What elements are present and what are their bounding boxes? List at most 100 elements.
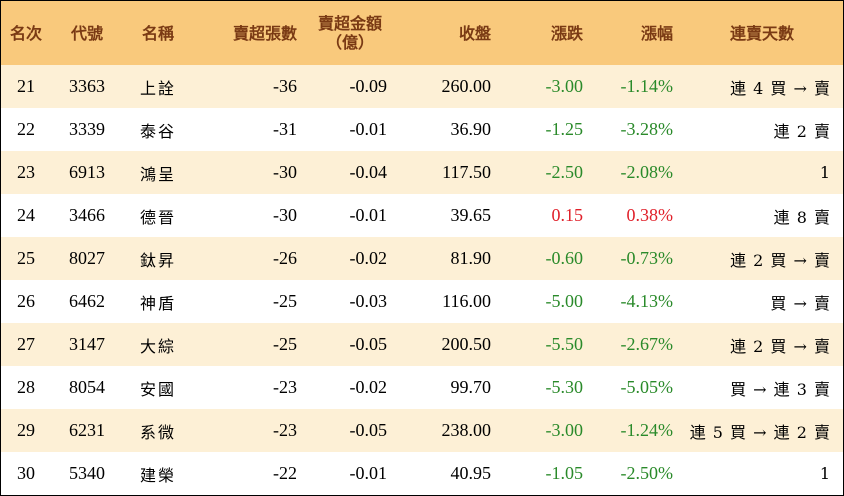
- table-row: 25 8027 鈦昇 -26 -0.02 81.90 -0.60 -0.73% 連 2 買 → …: [1, 237, 843, 280]
- cell-close: 40.95: [450, 463, 492, 483]
- cell-name: 上詮: [139, 78, 176, 98]
- cell-change-pct: 0.38%: [626, 205, 674, 225]
- cell-code: 5340: [69, 463, 105, 483]
- cell-close: 36.90: [450, 119, 492, 139]
- cell-close: 81.90: [450, 248, 492, 268]
- table-row: 29 6231 系微 -23 -0.05 238.00 -3.00 -1.24% 連 5 買 →…: [1, 409, 843, 452]
- cell-close: 39.65: [450, 205, 492, 225]
- cell-close: 117.50: [442, 162, 491, 182]
- cell-net-sell-amount: -0.02: [349, 248, 388, 268]
- cell-change: -0.60: [545, 248, 584, 268]
- table-header: 名次 代號 名稱 賣超張數 賣超金額 （億） 收盤 漲跌 漲幅 連賣天數: [1, 1, 843, 65]
- cell-name: 泰谷: [139, 121, 176, 141]
- cell-code: 3147: [69, 334, 105, 354]
- table-body: 21 3363 上詮 -36 -0.09 260.00 -3.00 -1.14% 連 4 買 →…: [1, 65, 843, 495]
- cell-streak: 連 2 賣: [773, 121, 831, 141]
- table-row: 30 5340 建榮 -22 -0.01 40.95 -1.05 -2.50% 1: [1, 452, 843, 495]
- cell-code: 8054: [69, 377, 105, 397]
- cell-change-pct: -2.08%: [620, 162, 674, 182]
- cell-rank: 22: [17, 119, 35, 139]
- cell-code: 6231: [69, 420, 105, 440]
- header-net-sell-amount: 賣超金額 （億）: [305, 1, 395, 65]
- header-change-pct: 漲幅: [640, 23, 673, 43]
- cell-net-sell-amount: -0.01: [349, 119, 388, 139]
- cell-net-sell-amount: -0.01: [349, 463, 388, 483]
- cell-name: 安國: [139, 379, 176, 399]
- cell-streak: 連 8 賣: [773, 207, 831, 227]
- header-rank: 名次: [9, 23, 42, 43]
- header-net-sell-lots: 賣超張數: [232, 23, 297, 43]
- cell-net-sell-amount: -0.01: [349, 205, 388, 225]
- cell-change: -5.50: [545, 334, 584, 354]
- cell-change-pct: -2.50%: [620, 463, 674, 483]
- cell-change: -1.25: [545, 119, 584, 139]
- cell-code: 8027: [69, 248, 105, 268]
- cell-streak: 連 2 買 → 賣: [730, 336, 831, 356]
- cell-net-sell-amount: -0.02: [349, 377, 388, 397]
- cell-net-sell-amount: -0.03: [349, 291, 388, 311]
- table-row: 26 6462 神盾 -25 -0.03 116.00 -5.00 -4.13% 買 → 賣: [1, 280, 843, 323]
- header-net-sell-amount-unit: （億）: [325, 33, 374, 52]
- cell-net-sell-lots: -22: [273, 463, 297, 483]
- table-row: 21 3363 上詮 -36 -0.09 260.00 -3.00 -1.14% 連 4 買 →…: [1, 65, 843, 108]
- cell-net-sell-amount: -0.04: [349, 162, 388, 182]
- cell-rank: 27: [17, 334, 35, 354]
- cell-net-sell-amount: -0.09: [349, 76, 388, 96]
- cell-name: 建榮: [139, 465, 176, 485]
- cell-code: 3363: [69, 76, 105, 96]
- cell-rank: 23: [17, 162, 35, 182]
- cell-net-sell-lots: -23: [273, 420, 297, 440]
- cell-change-pct: -1.14%: [620, 76, 674, 96]
- cell-rank: 24: [17, 205, 35, 225]
- cell-change: -2.50: [545, 162, 584, 182]
- cell-rank: 25: [17, 248, 35, 268]
- cell-streak: 連 5 買 → 連 2 賣: [689, 422, 831, 442]
- table-row: 24 3466 德晉 -30 -0.01 39.65 0.15 0.38% 連 8 賣: [1, 194, 843, 237]
- cell-code: 3466: [69, 205, 105, 225]
- cell-change-pct: -2.67%: [620, 334, 674, 354]
- cell-net-sell-lots: -30: [273, 205, 297, 225]
- cell-streak: 連 4 買 → 賣: [730, 78, 831, 98]
- cell-code: 6462: [69, 291, 105, 311]
- cell-net-sell-lots: -31: [273, 119, 297, 139]
- cell-net-sell-lots: -25: [273, 291, 297, 311]
- cell-streak: 1: [819, 464, 831, 483]
- cell-name: 神盾: [139, 293, 176, 313]
- cell-net-sell-amount: -0.05: [349, 334, 388, 354]
- cell-streak: 買 → 連 3 賣: [730, 379, 831, 399]
- cell-net-sell-lots: -25: [273, 334, 297, 354]
- cell-name: 鈦昇: [139, 250, 176, 270]
- cell-rank: 21: [17, 76, 35, 96]
- cell-rank: 30: [17, 463, 35, 483]
- cell-streak: 買 → 賣: [770, 293, 831, 313]
- cell-name: 德晉: [139, 207, 176, 227]
- cell-change: -5.00: [545, 291, 584, 311]
- header-streak: 連賣天數: [729, 23, 794, 43]
- table-row: 28 8054 安國 -23 -0.02 99.70 -5.30 -5.05% 買 → 連 3 …: [1, 366, 843, 409]
- cell-net-sell-amount: -0.05: [349, 420, 388, 440]
- cell-code: 3339: [69, 119, 105, 139]
- cell-change-pct: -4.13%: [620, 291, 674, 311]
- header-name: 名稱: [141, 23, 174, 43]
- cell-streak: 1: [819, 163, 831, 182]
- cell-net-sell-lots: -36: [273, 76, 297, 96]
- cell-name: 系微: [139, 422, 176, 442]
- cell-change-pct: -0.73%: [620, 248, 674, 268]
- header-net-sell-amount-line1: 賣超金額: [317, 14, 382, 33]
- table-row: 27 3147 大綜 -25 -0.05 200.50 -5.50 -2.67% 連 2 買 →…: [1, 323, 843, 366]
- cell-rank: 26: [17, 291, 35, 311]
- header-change: 漲跌: [550, 23, 583, 43]
- cell-change: -3.00: [545, 76, 584, 96]
- cell-change: -3.00: [545, 420, 584, 440]
- cell-code: 6913: [69, 162, 105, 182]
- cell-close: 238.00: [441, 420, 492, 440]
- cell-net-sell-lots: -30: [273, 162, 297, 182]
- table-row: 22 3339 泰谷 -31 -0.01 36.90 -1.25 -3.28% 連 2 賣: [1, 108, 843, 151]
- cell-change: -5.30: [545, 377, 584, 397]
- cell-close: 99.70: [450, 377, 492, 397]
- cell-close: 116.00: [442, 291, 491, 311]
- cell-name: 鴻呈: [139, 164, 176, 184]
- cell-change-pct: -1.24%: [620, 420, 674, 440]
